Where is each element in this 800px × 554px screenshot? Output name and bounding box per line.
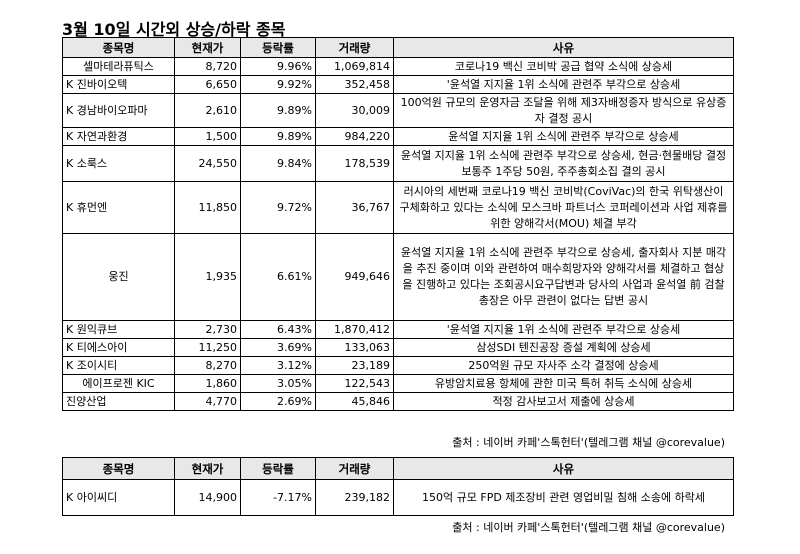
header-change: 등락률 — [240, 457, 316, 480]
stock-change: 9.92% — [240, 75, 316, 94]
stock-reason: 윤석열 지지율 1위 소식에 관련주 부각으로 상승세 — [393, 127, 734, 146]
stock-reason: 100억원 규모의 운영자금 조달을 위해 제3자배정증자 방식으로 유상증자 … — [393, 93, 734, 128]
fall-table: 종목명 현재가 등락률 거래량 사유 K 아이씨디 14,900 -7.17% … — [62, 457, 734, 516]
stock-name: K 아이씨디 — [62, 479, 175, 516]
stock-change: 9.84% — [240, 145, 316, 182]
stock-name: 셀마테라퓨틱스 — [62, 57, 175, 76]
stock-change: 9.72% — [240, 181, 316, 234]
header-reason: 사유 — [393, 457, 734, 480]
stock-name: K 휴먼엔 — [62, 181, 175, 234]
table-row: K 조이시티 8,270 3.12% 23,189 250억원 규모 자사주 소… — [62, 356, 734, 375]
stock-price: 8,720 — [174, 57, 241, 76]
table-row: K 소룩스 24,550 9.84% 178,539 윤석열 지지율 1위 소식… — [62, 145, 734, 182]
table-row: 셀마테라퓨틱스 8,720 9.96% 1,069,814 코로나19 백신 코… — [62, 57, 734, 76]
table-row: K 경남바이오파마 2,610 9.89% 30,009 100억원 규모의 운… — [62, 93, 734, 128]
stock-reason: 삼성SDI 텐진공장 증설 계획에 상승세 — [393, 338, 734, 357]
header-reason: 사유 — [393, 37, 734, 58]
header-price: 현재가 — [174, 457, 241, 480]
stock-volume: 1,069,814 — [315, 57, 394, 76]
stock-reason: 윤석열 지지율 1위 소식에 관련주 부각으로 상승세, 출자회사 지분 매각을… — [393, 233, 734, 321]
stock-name: 웅진 — [62, 233, 175, 321]
stock-volume: 949,646 — [315, 233, 394, 321]
stock-price: 24,550 — [174, 145, 241, 182]
table-row: 진양산업 4,770 2.69% 45,846 적정 감사보고서 제출에 상승세 — [62, 392, 734, 411]
stock-volume: 122,543 — [315, 374, 394, 393]
stock-price: 2,730 — [174, 320, 241, 339]
header-price: 현재가 — [174, 37, 241, 58]
stock-volume: 178,539 — [315, 145, 394, 182]
header-name: 종목명 — [62, 457, 175, 480]
stock-price: 4,770 — [174, 392, 241, 411]
stock-volume: 36,767 — [315, 181, 394, 234]
stock-price: 11,850 — [174, 181, 241, 234]
stock-reason: 적정 감사보고서 제출에 상승세 — [393, 392, 734, 411]
stock-name: K 경남바이오파마 — [62, 93, 175, 128]
stock-change: 9.89% — [240, 93, 316, 128]
stock-volume: 45,846 — [315, 392, 394, 411]
fall-table-header: 종목명 현재가 등락률 거래량 사유 — [62, 457, 734, 480]
stock-volume: 239,182 — [315, 479, 394, 516]
table-row: K 휴먼엔 11,850 9.72% 36,767 러시아의 세번째 코로나19… — [62, 181, 734, 234]
stock-change: 6.43% — [240, 320, 316, 339]
stock-name: 진양산업 — [62, 392, 175, 411]
stock-volume: 30,009 — [315, 93, 394, 128]
header-volume: 거래량 — [315, 37, 394, 58]
stock-name: K 원익큐브 — [62, 320, 175, 339]
table-row: K 원익큐브 2,730 6.43% 1,870,412 '윤석열 지지율 1위… — [62, 320, 734, 339]
stock-name: K 진바이오텍 — [62, 75, 175, 94]
stock-reason: 러시아의 세번째 코로나19 백신 코비박(CoviVac)의 한국 위탁생산이… — [393, 181, 734, 234]
stock-name: K 조이시티 — [62, 356, 175, 375]
source-caption: 출처 : 네이버 카페'스톡헌터'(텔레그램 채널 @corevalue) — [452, 521, 725, 534]
table-row: 웅진 1,935 6.61% 949,646 윤석열 지지율 1위 소식에 관련… — [62, 233, 734, 321]
stock-change: 9.89% — [240, 127, 316, 146]
stock-reason: 250억원 규모 자사주 소각 결정에 상승세 — [393, 356, 734, 375]
stock-price: 1,935 — [174, 233, 241, 321]
stock-change: 6.61% — [240, 233, 316, 321]
stock-volume: 352,458 — [315, 75, 394, 94]
header-volume: 거래량 — [315, 457, 394, 480]
stock-change: 2.69% — [240, 392, 316, 411]
stock-reason: 150억 규모 FPD 제조장비 관련 영업비밀 침해 소송에 하락세 — [393, 479, 734, 516]
header-change: 등락률 — [240, 37, 316, 58]
table-row: 에이프로젠 KIC 1,860 3.05% 122,543 유방암치료용 항체에… — [62, 374, 734, 393]
page-title: 3월 10일 시간외 상승/하락 종목 — [62, 20, 286, 39]
stock-change: -7.17% — [240, 479, 316, 516]
stock-change: 3.12% — [240, 356, 316, 375]
stock-name: K 소룩스 — [62, 145, 175, 182]
stock-volume: 23,189 — [315, 356, 394, 375]
rise-table-header: 종목명 현재가 등락률 거래량 사유 — [62, 37, 734, 58]
stock-name: K 티에스아이 — [62, 338, 175, 357]
stock-price: 8,270 — [174, 356, 241, 375]
rise-table: 종목명 현재가 등락률 거래량 사유 셀마테라퓨틱스 8,720 9.96% 1… — [62, 37, 734, 411]
stock-name: 에이프로젠 KIC — [62, 374, 175, 393]
stock-reason: '윤석열 지지율 1위 소식에 관련주 부각으로 상승세 — [393, 320, 734, 339]
stock-reason: 윤석열 지지율 1위 소식에 관련주 부각으로 상승세, 현금·현물배당 결정 … — [393, 145, 734, 182]
stock-price: 6,650 — [174, 75, 241, 94]
table-row: K 아이씨디 14,900 -7.17% 239,182 150억 규모 FPD… — [62, 479, 734, 516]
stock-name: K 자연과환경 — [62, 127, 175, 146]
stock-price: 1,500 — [174, 127, 241, 146]
stock-reason: '윤석열 지지율 1위 소식에 관련주 부각으로 상승세 — [393, 75, 734, 94]
stock-reason: 코로나19 백신 코비박 공급 협약 소식에 상승세 — [393, 57, 734, 76]
header-name: 종목명 — [62, 37, 175, 58]
stock-price: 11,250 — [174, 338, 241, 357]
stock-price: 14,900 — [174, 479, 241, 516]
table-row: K 진바이오텍 6,650 9.92% 352,458 '윤석열 지지율 1위 … — [62, 75, 734, 94]
source-caption: 출처 : 네이버 카페'스톡헌터'(텔레그램 채널 @corevalue) — [452, 436, 725, 449]
stock-change: 9.96% — [240, 57, 316, 76]
stock-change: 3.69% — [240, 338, 316, 357]
stock-reason: 유방암치료용 항체에 관한 미국 특허 취득 소식에 상승세 — [393, 374, 734, 393]
stock-change: 3.05% — [240, 374, 316, 393]
stock-price: 2,610 — [174, 93, 241, 128]
table-row: K 자연과환경 1,500 9.89% 984,220 윤석열 지지율 1위 소… — [62, 127, 734, 146]
stock-volume: 1,870,412 — [315, 320, 394, 339]
stock-volume: 133,063 — [315, 338, 394, 357]
stock-price: 1,860 — [174, 374, 241, 393]
table-row: K 티에스아이 11,250 3.69% 133,063 삼성SDI 텐진공장 … — [62, 338, 734, 357]
stock-volume: 984,220 — [315, 127, 394, 146]
